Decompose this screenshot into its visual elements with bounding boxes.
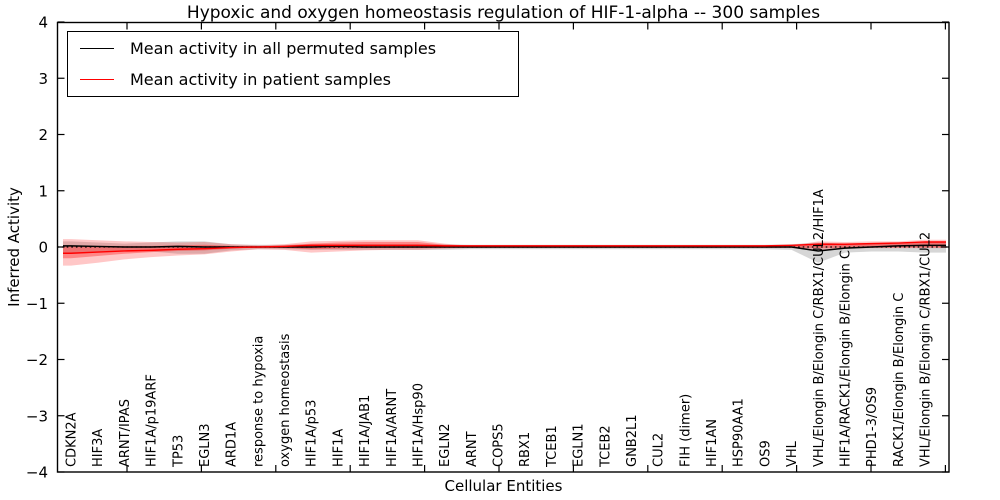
x-tick-label: TCEB2 xyxy=(598,425,613,468)
x-tick-label: ARNT xyxy=(465,431,480,467)
y-tick-label: −1 xyxy=(26,295,48,313)
x-tick-label: FIH (dimer) xyxy=(678,394,693,467)
x-tick-label: GNB2L1 xyxy=(625,414,640,467)
x-tick-label: HIF1A/JAB1 xyxy=(358,395,373,467)
patient-range-inner-band xyxy=(63,241,946,259)
legend-line-patient-icon xyxy=(80,79,114,80)
x-tick-label: oxygen homeostasis xyxy=(278,333,293,467)
y-tick-label: −4 xyxy=(26,464,48,482)
x-tick-label: HIF1A/p19ARF xyxy=(145,374,160,467)
x-tick-label: response to hypoxia xyxy=(251,336,266,467)
x-tick-label: TCEB1 xyxy=(545,425,560,468)
x-tick-label: EGLN2 xyxy=(438,423,453,467)
x-tick-label: ARNT/IPAS xyxy=(118,399,133,467)
y-tick-label: 0 xyxy=(38,239,48,257)
x-tick-label: RBX1 xyxy=(518,432,533,467)
y-tick-label: 4 xyxy=(38,14,48,32)
x-tick-label: HIF1A xyxy=(331,429,346,467)
x-tick-label: VHL/Elongin B/Elongin C/RBX1/CUL2/HIF1A xyxy=(812,189,827,467)
x-axis-label: Cellular Entities xyxy=(444,477,563,495)
patient-mean-line xyxy=(63,241,946,254)
legend-item-patient: Mean activity in patient samples xyxy=(68,64,518,95)
x-tick-label: HIF1A/ARNT xyxy=(385,389,400,467)
y-tick-label: 2 xyxy=(38,126,48,144)
legend-item-permuted: Mean activity in all permuted samples xyxy=(68,33,518,64)
x-tick-label: CUL2 xyxy=(652,433,667,467)
x-tick-label: HIF3A xyxy=(91,429,106,467)
x-tick-label: VHL xyxy=(785,440,800,467)
x-tick-label: HSP90AA1 xyxy=(732,398,747,467)
x-tick-label: PHD1-3/OS9 xyxy=(865,387,880,467)
y-tick-label: 1 xyxy=(38,182,48,200)
y-tick-label: −2 xyxy=(26,351,48,369)
x-tick-label: RACK1/Elongin B/Elongin C xyxy=(892,293,907,467)
y-axis-label: Inferred Activity xyxy=(5,187,23,307)
legend: Mean activity in all permuted samples Me… xyxy=(67,31,519,97)
x-tick-label: HIF1A/p53 xyxy=(305,400,320,467)
legend-label-permuted: Mean activity in all permuted samples xyxy=(130,39,437,58)
x-tick-label: EGLN3 xyxy=(198,423,213,467)
chart-title: Hypoxic and oxygen homeostasis regulatio… xyxy=(186,3,821,23)
x-tick-label: HIF1AN xyxy=(705,419,720,467)
y-ticks xyxy=(57,21,949,473)
y-tick-label: −3 xyxy=(26,407,48,425)
permuted-mean-line xyxy=(63,244,946,252)
x-tick-label: ARD1A xyxy=(225,422,240,467)
legend-line-permuted-icon xyxy=(80,48,114,49)
x-tick-label: TP53 xyxy=(171,435,186,468)
x-tick-label: VHL/Elongin B/Elongin C/RBX1/CUL2 xyxy=(919,232,934,467)
x-tick-label: EGLN1 xyxy=(572,423,587,467)
legend-label-patient: Mean activity in patient samples xyxy=(130,70,391,89)
x-tick-label: HIF1A/Hsp90 xyxy=(411,383,426,467)
x-ticks xyxy=(126,22,947,472)
x-tick-labels: CDKN2A HIF3A ARNT/IPAS HIF1A/p19ARF TP53 EGLN… xyxy=(65,189,934,468)
x-tick-label: HIF1A/RACK1/Elongin B/Elongin C xyxy=(838,250,853,467)
x-tick-label: COPS5 xyxy=(492,423,507,467)
x-tick-label: OS9 xyxy=(758,440,773,467)
y-tick-labels: −4 −3 −2 −1 0 1 2 3 4 xyxy=(26,14,48,482)
x-tick-label: CDKN2A xyxy=(65,412,80,467)
y-tick-label: 3 xyxy=(38,70,48,88)
